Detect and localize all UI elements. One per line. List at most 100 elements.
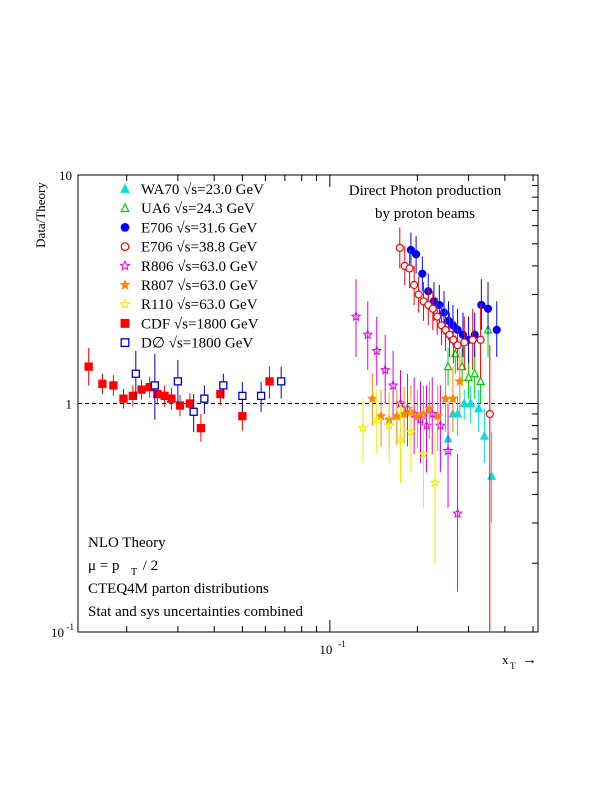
data-point: [173, 377, 183, 386]
data-point: [160, 391, 169, 401]
x-tick-label-exp: -1: [338, 639, 346, 649]
annotation-scale-tail: / 2: [139, 558, 158, 574]
data-point: [474, 403, 484, 413]
data-point: [196, 424, 206, 433]
data-point: [405, 426, 417, 437]
legend-label: R807 √s=63.0 GeV: [141, 278, 258, 294]
data-point: [412, 250, 421, 259]
data-point: [476, 376, 486, 385]
legend-marker: [119, 279, 131, 290]
data-point: [395, 433, 406, 444]
data-point: [357, 422, 369, 433]
y-tick-label: 1: [66, 397, 73, 412]
data-point: [150, 381, 160, 390]
chart-title-line-2: by proton beams: [375, 206, 475, 222]
data-point: [440, 393, 451, 404]
data-point: [371, 414, 383, 425]
data-point: [464, 372, 474, 382]
data-point: [453, 408, 463, 418]
data-point: [185, 399, 195, 408]
data-point: [424, 402, 435, 414]
data-point: [167, 394, 176, 403]
x-axis-label-sub: T: [510, 661, 516, 671]
data-point: [405, 264, 414, 273]
legend-marker: [119, 298, 131, 309]
data-point: [109, 381, 118, 390]
legend-marker: [119, 259, 131, 271]
legend-label: R110 √s=63.0 GeV: [141, 297, 258, 313]
data-point: [477, 300, 486, 310]
y-axis-label: Data/Theory: [33, 182, 48, 248]
data-point: [131, 369, 140, 378]
data-point: [443, 361, 453, 371]
legend-label: UA6 √s=24.3 GeV: [141, 201, 255, 217]
legend-label: E706 √s=31.6 GeV: [141, 220, 257, 236]
data-point: [460, 338, 469, 347]
data-point: [418, 448, 429, 459]
annotation-block: NLO Theory μ = p T / 2 CTEQ4M parton dis…: [88, 535, 303, 620]
data-point: [468, 335, 477, 344]
data-point: [98, 379, 107, 388]
data-point: [485, 409, 494, 419]
annotation-cteq: CTEQ4M parton distributions: [88, 581, 269, 597]
data-point: [238, 412, 247, 421]
annotation-scale-sub: T: [131, 567, 137, 578]
data-point: [454, 375, 466, 386]
data-point: [395, 243, 404, 252]
data-point: [470, 368, 480, 378]
x-tick-label: 10: [319, 642, 332, 657]
data-point: [371, 345, 383, 356]
legend: WA70 √s=23.0 GeV UA6 √s=24.3 GeV E706 √s=3…: [119, 182, 264, 352]
y-tick-label: 10: [59, 168, 72, 183]
data-point: [137, 385, 146, 394]
data-point: [362, 329, 374, 340]
series-7: [84, 347, 274, 442]
annotation-scale-main: μ = p: [88, 558, 120, 574]
annotation-uncert: Stat and sys uncertainties combined: [88, 604, 303, 620]
data-point: [459, 398, 469, 408]
data-point: [429, 477, 441, 488]
data-points: [84, 227, 501, 632]
data-point: [492, 325, 501, 334]
data-point: [219, 381, 228, 390]
data-point: [452, 507, 463, 519]
y-tick-label-exp: -1: [67, 622, 75, 632]
data-point: [350, 311, 362, 322]
data-point: [84, 362, 93, 371]
data-point: [483, 304, 493, 313]
data-point: [466, 398, 476, 408]
data-point: [428, 304, 437, 313]
x-axis-label-main: x: [502, 652, 509, 667]
data-point: [383, 420, 395, 431]
data-point: [414, 290, 423, 299]
series-8: [131, 350, 286, 433]
data-point: [476, 335, 485, 344]
legend-marker: [120, 338, 130, 348]
data-point: [189, 407, 198, 416]
series-0: [443, 385, 497, 523]
annotation-nlo: NLO Theory: [88, 535, 166, 551]
data-point: [367, 393, 378, 404]
series-3: [395, 227, 494, 632]
data-point: [391, 410, 403, 421]
data-point: [379, 364, 391, 375]
data-point: [410, 280, 419, 290]
legend-marker: [120, 242, 130, 252]
legend-marker: [120, 202, 130, 213]
legend-label: WA70 √s=23.0 GeV: [141, 182, 264, 198]
data-point: [487, 470, 497, 480]
x-axis-label-arrow: →: [522, 652, 537, 668]
legend-label: CDF √s=1800 GeV: [141, 316, 259, 332]
data-point: [128, 391, 137, 401]
legend-label: E706 √s=38.8 GeV: [141, 240, 257, 256]
series-6: [357, 389, 441, 564]
y-tick-label: 10: [51, 625, 64, 640]
x-axis-label: x T →: [502, 652, 537, 671]
legend-label: D∅ √s=1800 GeV: [141, 336, 253, 352]
chart-title-line-1: Direct Photon production: [349, 183, 502, 199]
data-point: [458, 330, 468, 339]
legend-marker: [120, 183, 130, 193]
data-point: [200, 394, 209, 403]
legend-marker: [120, 318, 130, 328]
